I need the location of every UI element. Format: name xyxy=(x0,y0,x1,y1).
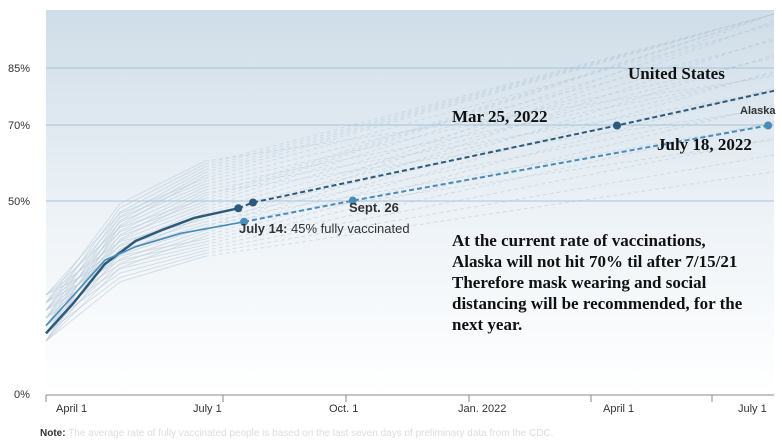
state-line-projection xyxy=(204,55,775,211)
state-line-projection xyxy=(204,57,775,185)
state-line-solid xyxy=(45,160,206,303)
state-line-solid xyxy=(45,235,206,342)
state-line-projection xyxy=(204,107,775,194)
state-line-solid xyxy=(45,177,206,296)
label-july-14-text: 45% fully vaccinated xyxy=(287,221,409,236)
marker-group xyxy=(234,121,773,226)
y-tick-50: 50% xyxy=(8,196,30,208)
x-tick-april-2022: April 1 xyxy=(603,403,634,415)
x-tick-july-2021: July 1 xyxy=(193,403,222,415)
state-line-projection xyxy=(204,13,775,197)
state-line-projection xyxy=(204,122,775,223)
x-axis-ticks: April 1 July 1 Oct. 1 Jan. 2022 April 1 … xyxy=(45,395,767,415)
y-tick-0: 0% xyxy=(14,389,30,401)
state-line-solid xyxy=(45,227,206,319)
state-line-projection xyxy=(204,20,775,231)
state-line-solid xyxy=(45,203,206,311)
plot-background xyxy=(46,10,774,395)
alaska-line-projection xyxy=(243,124,769,223)
alaska-marker-5 xyxy=(764,121,773,130)
us-marker-1 xyxy=(249,198,257,207)
x-tick-july-2022: July 1 xyxy=(738,403,767,415)
x-tick-oct-2021: Oct. 1 xyxy=(329,403,358,415)
state-line-solid xyxy=(45,180,206,303)
state-line-projection xyxy=(204,54,775,237)
state-line-solid xyxy=(45,186,206,319)
state-line-projection xyxy=(204,23,775,179)
state-line-solid xyxy=(45,232,206,334)
us-marker-0 xyxy=(234,204,243,213)
state-line-solid xyxy=(45,221,206,303)
state-line-solid xyxy=(45,175,206,342)
label-alaska-target-date: July 18, 2022 xyxy=(657,135,752,154)
footnote-label: Note: xyxy=(40,428,66,439)
state-line-solid xyxy=(45,198,206,296)
state-line-projection xyxy=(204,13,775,228)
label-us-target-date: Mar 25, 2022 xyxy=(452,107,548,126)
y-tick-70: 70% xyxy=(8,120,30,132)
state-line-projection xyxy=(204,74,775,188)
label-united-states: United States xyxy=(628,64,725,83)
united-states-line-projection xyxy=(237,89,775,210)
annotations: United States Alaska Mar 25, 2022 July 1… xyxy=(239,64,776,236)
state-line-projection xyxy=(204,75,775,162)
state-line-solid xyxy=(45,255,206,342)
state-line-projection xyxy=(204,22,775,205)
x-tick-jan-2022: Jan. 2022 xyxy=(458,403,506,415)
x-tick-april-2021: April 1 xyxy=(56,403,87,415)
state-line-solid xyxy=(45,169,206,326)
state-line-solid xyxy=(45,172,206,334)
state-line-projection xyxy=(204,90,775,191)
state-line-solid xyxy=(45,166,206,319)
commentary-text: At the current rate of vaccinations, Ala… xyxy=(452,231,743,334)
state-line-projection xyxy=(204,39,775,208)
state-line-solid xyxy=(45,224,206,311)
state-line-solid xyxy=(45,250,206,327)
state-line-solid xyxy=(45,189,206,327)
state-line-solid xyxy=(45,253,206,334)
alaska-marker-4 xyxy=(348,196,357,205)
state-line-solid xyxy=(45,201,206,303)
state-line-solid xyxy=(45,192,206,334)
label-july-14-date: July 14: xyxy=(239,221,287,236)
y-axis-labels: 85% 70% 50% 0% xyxy=(8,63,30,401)
gridlines xyxy=(46,67,774,396)
alaska-marker-3 xyxy=(240,217,249,226)
state-line-projection xyxy=(204,154,775,254)
state-line-projection xyxy=(204,87,775,243)
state-line-solid xyxy=(45,218,206,296)
state-line-solid xyxy=(45,183,206,311)
us-marker-2 xyxy=(613,121,621,130)
state-line-projection xyxy=(204,13,775,165)
state-line-solid xyxy=(45,163,206,311)
state-line-solid xyxy=(45,206,206,319)
state-line-projection xyxy=(204,137,775,252)
state-line-projection xyxy=(204,139,775,226)
footnote-text: The average rate of fully vaccinated peo… xyxy=(65,428,554,439)
label-alaska: Alaska xyxy=(740,105,776,117)
y-tick-85: 85% xyxy=(8,63,30,75)
state-line-solid xyxy=(45,229,206,327)
state-line-projection xyxy=(204,171,775,257)
alaska-line-actual xyxy=(45,221,245,327)
label-sept-26: Sept. 26 xyxy=(349,200,399,215)
footnote: Note: The average rate of fully vaccinat… xyxy=(40,428,553,439)
label-july-14: July 14: 45% fully vaccinated xyxy=(239,221,410,236)
united-states-line-actual xyxy=(45,207,239,335)
series-group xyxy=(45,89,775,335)
state-lines-group xyxy=(45,13,775,342)
